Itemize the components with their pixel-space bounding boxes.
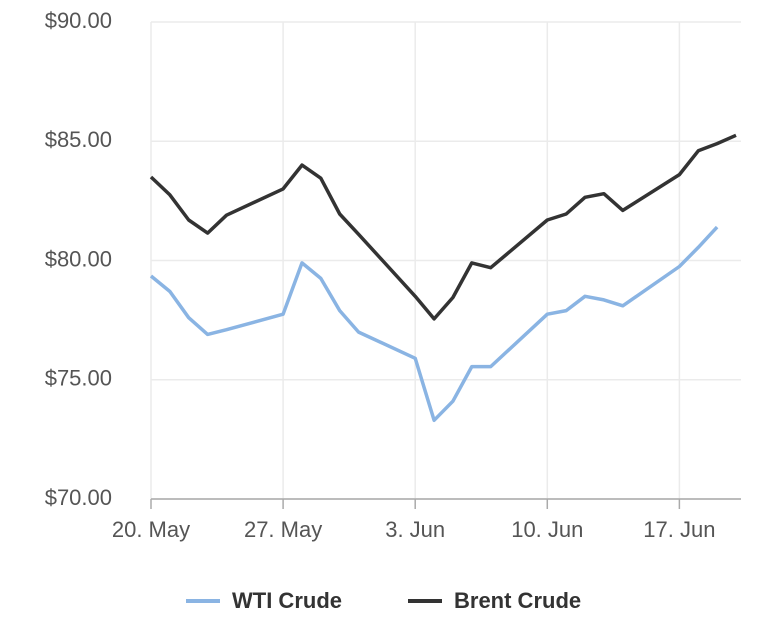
x-tick-label: 17. Jun: [643, 517, 715, 542]
line-series: [149, 133, 737, 321]
legend-label: WTI Crude: [232, 588, 342, 613]
x-tick-label: 10. Jun: [511, 517, 583, 542]
y-tick-label: $75.00: [45, 366, 112, 391]
y-tick-label: $85.00: [45, 127, 112, 152]
legend-label: Brent Crude: [454, 588, 581, 613]
y-tick-label: $90.00: [45, 8, 112, 33]
x-tick-label: 3. Jun: [385, 517, 445, 542]
y-tick-label: $80.00: [45, 246, 112, 271]
y-tick-label: $70.00: [45, 485, 112, 510]
x-tick-label: 20. May: [112, 517, 190, 542]
line-series: [149, 225, 719, 423]
x-tick-label: 27. May: [244, 517, 322, 542]
